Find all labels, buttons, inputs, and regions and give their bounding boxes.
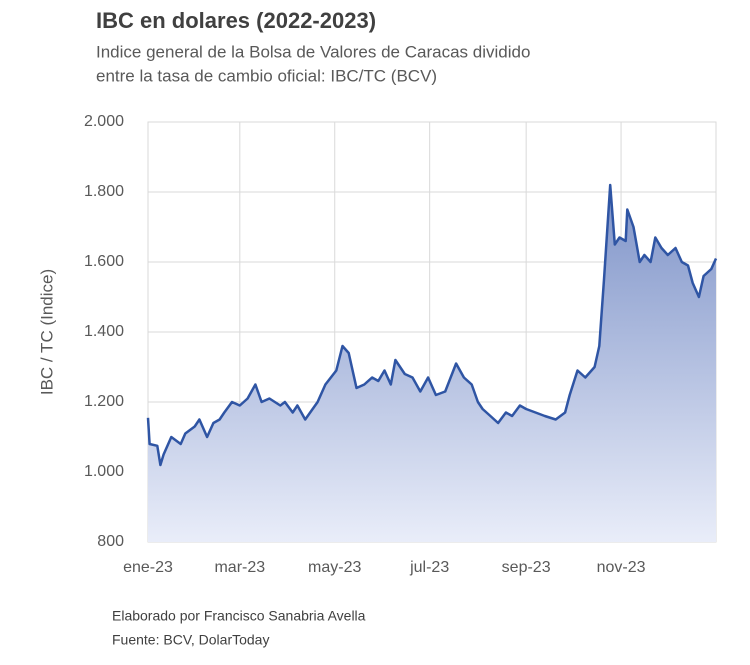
y-tick-label: 2.000 [84, 113, 124, 130]
y-axis-label: IBC / TC (Indice) [37, 269, 56, 395]
x-tick-label: nov-23 [597, 559, 646, 576]
chart-title: IBC en dolares (2022-2023) [96, 8, 376, 33]
y-tick-label: 800 [97, 533, 124, 550]
data-line [146, 183, 718, 467]
y-tick-label: 1.000 [84, 463, 124, 480]
y-tick-label: 1.600 [84, 253, 124, 270]
y-tick-label: 1.400 [84, 323, 124, 340]
y-tick-label: 1.800 [84, 183, 124, 200]
note: Fuente: BCV, DolarToday [112, 632, 269, 648]
subtitle: Indice general de la Bolsa de Valores de… [96, 42, 530, 61]
subtitle: entre la tasa de cambio oficial: IBC/TC … [96, 66, 437, 85]
note: Elaborado por Francisco Sanabria Avella [112, 608, 366, 624]
x-tick-label: may-23 [308, 559, 361, 576]
x-tick-label: jul-23 [409, 559, 449, 576]
area-fill [148, 185, 716, 542]
x-tick-label: ene-23 [123, 559, 173, 576]
x-tick-label: mar-23 [214, 559, 265, 576]
y-tick-label: 1.200 [84, 393, 124, 410]
x-tick-label: sep-23 [502, 559, 551, 576]
